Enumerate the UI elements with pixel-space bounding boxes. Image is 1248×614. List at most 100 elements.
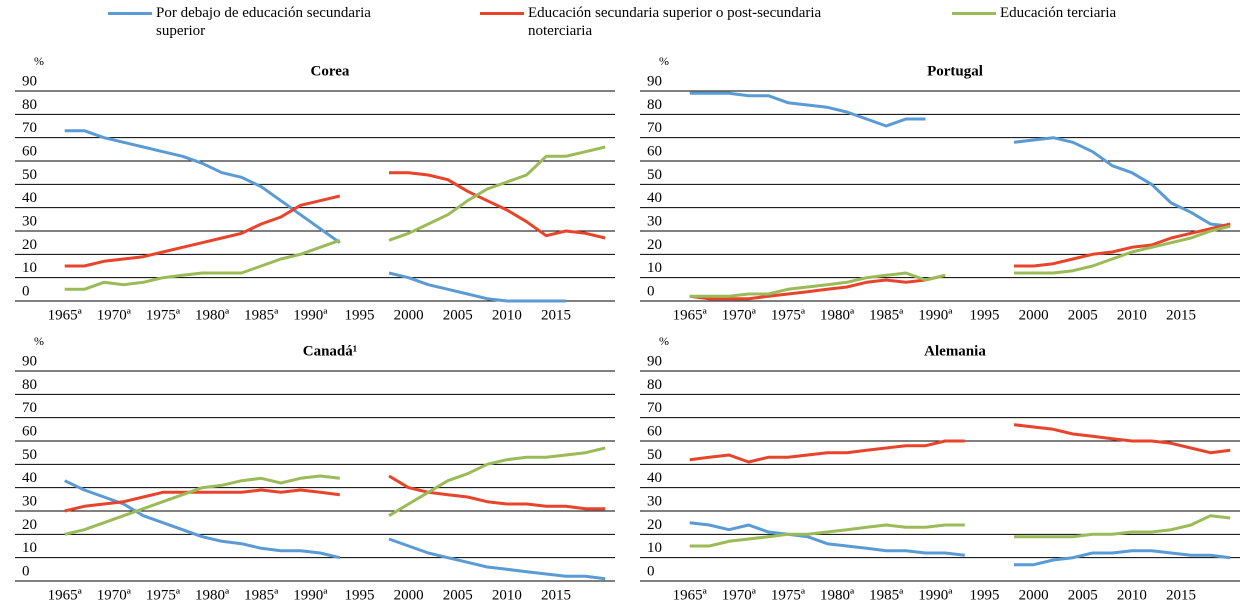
y-tick-label: 50 — [647, 167, 662, 183]
x-tick-label: 1970ª — [97, 587, 132, 603]
series-line — [64, 474, 606, 513]
y-tick-label: 70 — [647, 400, 662, 416]
x-tick-label: 1965ª — [673, 307, 708, 323]
y-tick-label: 70 — [22, 120, 37, 136]
x-tick-label: 1980ª — [820, 587, 855, 603]
x-tick-label: 1965ª — [673, 587, 708, 603]
chart-title: Canadá¹ — [303, 343, 358, 359]
y-tick-label: 10 — [647, 540, 662, 556]
series-line — [64, 479, 606, 581]
y-tick-label: 70 — [22, 400, 37, 416]
x-tick-label: 2000 — [394, 307, 424, 323]
series-line — [689, 423, 1231, 464]
x-tick-label: 2000 — [1019, 307, 1049, 323]
x-tick-label: 1985ª — [869, 587, 904, 603]
x-tick-label: 2015 — [1166, 587, 1196, 603]
y-unit: % — [659, 334, 669, 348]
y-tick-label: 50 — [647, 447, 662, 463]
x-tick-label: 1980ª — [195, 587, 230, 603]
x-tick-label: 2015 — [1166, 307, 1196, 323]
series-line — [689, 224, 1231, 298]
legend-label: Por debajo de educación secundaria super… — [156, 5, 371, 39]
x-tick-label: 1975ª — [771, 587, 806, 603]
y-tick-label: 40 — [647, 190, 662, 206]
y-tick-label: 10 — [647, 260, 662, 276]
y-tick-label: 80 — [647, 377, 662, 393]
series-line — [689, 222, 1231, 301]
x-tick-label: 1970ª — [722, 587, 757, 603]
x-tick-label: 1990ª — [918, 307, 953, 323]
legend-label: Educación secundaria superior o post-sec… — [528, 5, 822, 39]
y-tick-label: 90 — [647, 73, 662, 89]
legend-item: Educación terciaria — [952, 4, 1240, 22]
legend-label: Educación terciaria — [1000, 5, 1117, 21]
x-tick-label: 2015 — [541, 587, 571, 603]
x-tick-label: 2005 — [1068, 587, 1098, 603]
y-tick-label: 40 — [647, 470, 662, 486]
x-tick-label: 1995 — [969, 587, 999, 603]
y-tick-label: 80 — [22, 97, 37, 113]
y-tick-label: 60 — [647, 143, 662, 159]
chart-title: Alemania — [924, 343, 986, 359]
y-tick-label: 20 — [22, 237, 37, 253]
y-tick-label: 20 — [647, 237, 662, 253]
x-tick-label: 1980ª — [820, 307, 855, 323]
x-tick-label: 2005 — [1068, 307, 1098, 323]
y-tick-label: 50 — [22, 167, 37, 183]
x-tick-label: 1975ª — [146, 587, 181, 603]
legend-swatch — [108, 12, 152, 15]
x-tick-label: 1970ª — [722, 307, 757, 323]
x-tick-label: 1995 — [344, 587, 374, 603]
x-tick-label: 2010 — [492, 587, 522, 603]
series-line — [689, 514, 1231, 548]
x-tick-label: 1990ª — [293, 307, 328, 323]
y-tick-label: 60 — [647, 423, 662, 439]
y-tick-label: 80 — [647, 97, 662, 113]
y-tick-label: 60 — [22, 143, 37, 159]
y-tick-label: 90 — [22, 353, 37, 369]
y-tick-label: 20 — [22, 517, 37, 533]
x-tick-label: 1995 — [344, 307, 374, 323]
x-tick-label: 2010 — [492, 307, 522, 323]
x-tick-label: 1980ª — [195, 307, 230, 323]
y-tick-label: 0 — [647, 563, 655, 579]
y-tick-label: 40 — [22, 470, 37, 486]
x-tick-label: 1965ª — [48, 587, 83, 603]
y-tick-label: 90 — [22, 73, 37, 89]
x-tick-label: 2005 — [443, 587, 473, 603]
y-unit: % — [34, 54, 44, 68]
x-tick-label: 2000 — [394, 587, 424, 603]
series-line — [64, 129, 566, 303]
x-tick-label: 1975ª — [771, 307, 806, 323]
x-tick-label: 1990ª — [293, 587, 328, 603]
legend-item: Por debajo de educación secundaria super… — [108, 4, 396, 40]
y-tick-label: 10 — [22, 540, 37, 556]
x-tick-label: 1990ª — [918, 587, 953, 603]
y-tick-label: 80 — [22, 377, 37, 393]
legend-swatch — [480, 12, 524, 15]
y-tick-label: 70 — [647, 120, 662, 136]
x-tick-label: 1965ª — [48, 307, 83, 323]
y-unit: % — [34, 334, 44, 348]
y-tick-label: 30 — [647, 213, 662, 229]
y-tick-label: 90 — [647, 353, 662, 369]
y-tick-label: 10 — [22, 260, 37, 276]
x-tick-label: 1975ª — [146, 307, 181, 323]
series-line — [64, 145, 606, 291]
y-tick-label: 0 — [22, 283, 30, 299]
series-line — [64, 171, 606, 268]
y-tick-label: 0 — [22, 563, 30, 579]
y-tick-label: 20 — [647, 517, 662, 533]
x-tick-label: 2010 — [1117, 307, 1147, 323]
x-tick-label: 2005 — [443, 307, 473, 323]
chart-title: Portugal — [927, 63, 983, 79]
y-tick-label: 0 — [647, 283, 655, 299]
y-tick-label: 30 — [647, 493, 662, 509]
series-line — [689, 521, 1231, 567]
y-tick-label: 30 — [22, 493, 37, 509]
x-tick-label: 1985ª — [244, 587, 279, 603]
x-tick-label: 2010 — [1117, 587, 1147, 603]
y-tick-label: 50 — [22, 447, 37, 463]
